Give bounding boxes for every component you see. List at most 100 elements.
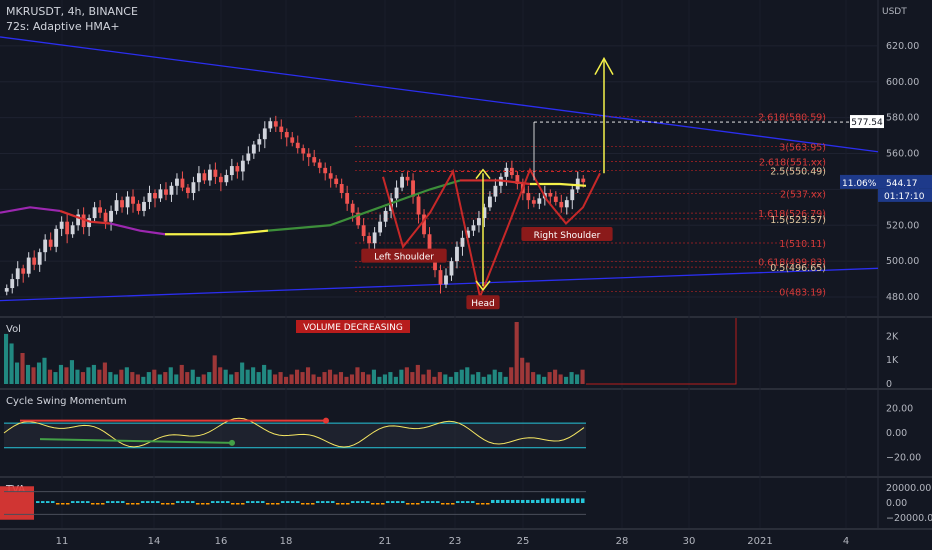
volume-bar	[53, 372, 58, 384]
volume-bar	[443, 374, 448, 384]
volume-bar	[377, 376, 382, 384]
candle-body	[411, 180, 415, 197]
volume-bar	[481, 376, 486, 384]
tva-bar	[431, 501, 435, 503]
volume-bar	[223, 369, 228, 384]
oscillator-divergence-low	[39, 438, 233, 444]
volume-bar	[569, 372, 574, 384]
candle-body	[559, 201, 564, 208]
candle-body	[196, 173, 201, 183]
tva-bar	[341, 503, 345, 505]
symbol-title[interactable]: MKRUSDT, 4h, BINANCE	[6, 5, 138, 18]
tva-bar	[96, 503, 100, 505]
tva-bar	[446, 503, 450, 505]
volume-guide-line	[586, 318, 737, 385]
candle-body	[26, 257, 31, 274]
y-tick-label: 520.00	[886, 220, 919, 231]
volume-bar	[338, 372, 344, 384]
tva-bar	[436, 501, 440, 503]
y-tick-label: 480.00	[886, 292, 919, 303]
fib-label: 0(483.19)	[779, 287, 826, 298]
oscillator-y-tick: 20.00	[886, 403, 913, 414]
tva-bar	[191, 501, 195, 503]
x-tick-label: 18	[280, 536, 293, 547]
volume-bar	[179, 364, 184, 384]
tva-bar	[316, 501, 320, 503]
tva-bar	[231, 503, 235, 505]
volume-bar	[47, 369, 53, 384]
x-tick-label: 30	[683, 536, 696, 547]
tva-bar	[441, 503, 445, 505]
candle-body	[570, 189, 575, 201]
volume-bar	[152, 369, 157, 384]
tva-bar	[206, 503, 210, 505]
tva-bar	[56, 503, 60, 505]
candle-body	[394, 187, 399, 199]
volume-bar	[284, 376, 289, 384]
candle-body	[10, 279, 15, 289]
countdown-tag	[878, 188, 932, 202]
tva-bar	[151, 501, 155, 503]
volume-bar	[278, 372, 283, 384]
tva-bar	[71, 501, 75, 503]
candle-body	[317, 162, 322, 168]
tva-bar	[81, 501, 85, 503]
tva-bar	[336, 503, 340, 505]
candle-body	[422, 214, 426, 235]
tva-bar	[181, 501, 185, 503]
volume-bar	[251, 367, 256, 384]
indicator-title[interactable]: 72s: Adaptive HMA+	[6, 20, 120, 33]
candle-body	[367, 236, 372, 244]
volume-bar	[492, 369, 497, 384]
volume-bar	[459, 369, 464, 384]
tva-bar	[296, 501, 300, 503]
candle-body	[284, 131, 289, 138]
fib-label: 3(563.95)	[779, 142, 826, 153]
candle-body	[471, 225, 476, 231]
candle-body	[295, 142, 300, 149]
candle-body	[564, 200, 569, 208]
tva-bar	[456, 501, 460, 503]
tva-bar	[361, 501, 365, 503]
tva-bar	[466, 501, 470, 503]
volume-bar	[300, 372, 305, 384]
candle-body	[460, 237, 465, 247]
tva-bar	[486, 503, 490, 505]
tva-bar	[91, 503, 95, 505]
volume-bar	[168, 367, 173, 384]
target-tag-label: 577.54	[851, 118, 883, 128]
volume-bar	[97, 369, 102, 384]
x-tick-label: 16	[215, 536, 228, 547]
volume-y-tick: 0	[886, 379, 892, 390]
candle-body	[438, 270, 443, 285]
volume-y-tick: 1K	[886, 355, 899, 366]
candle-body	[81, 214, 86, 228]
tva-y-tick: 0.00	[886, 498, 907, 509]
volume-bar	[393, 376, 398, 384]
tva-bar	[511, 499, 515, 503]
tva-bar	[216, 501, 220, 503]
candle-body	[493, 185, 498, 197]
volume-y-tick: 2K	[886, 331, 899, 342]
volume-bar	[360, 372, 366, 384]
volume-bar	[498, 372, 503, 384]
volume-bar	[91, 364, 96, 384]
volume-bar	[229, 374, 234, 384]
x-tick-label: 14	[148, 536, 161, 547]
tva-bar	[406, 503, 410, 505]
volume-bar	[503, 376, 508, 384]
candle-body	[416, 196, 421, 215]
ma-segment-purple	[0, 206, 61, 214]
candle-body	[21, 268, 26, 274]
volume-bar	[564, 376, 569, 384]
tva-bar	[141, 501, 145, 503]
last-price-tag	[840, 174, 932, 189]
tva-bar	[276, 503, 280, 505]
tva-bar	[61, 503, 65, 505]
tva-bar	[226, 501, 230, 503]
fib-label: 1.618(526.79)	[758, 209, 826, 220]
candle-body	[180, 178, 185, 188]
candle-body	[548, 192, 553, 197]
candle-body	[235, 166, 240, 172]
